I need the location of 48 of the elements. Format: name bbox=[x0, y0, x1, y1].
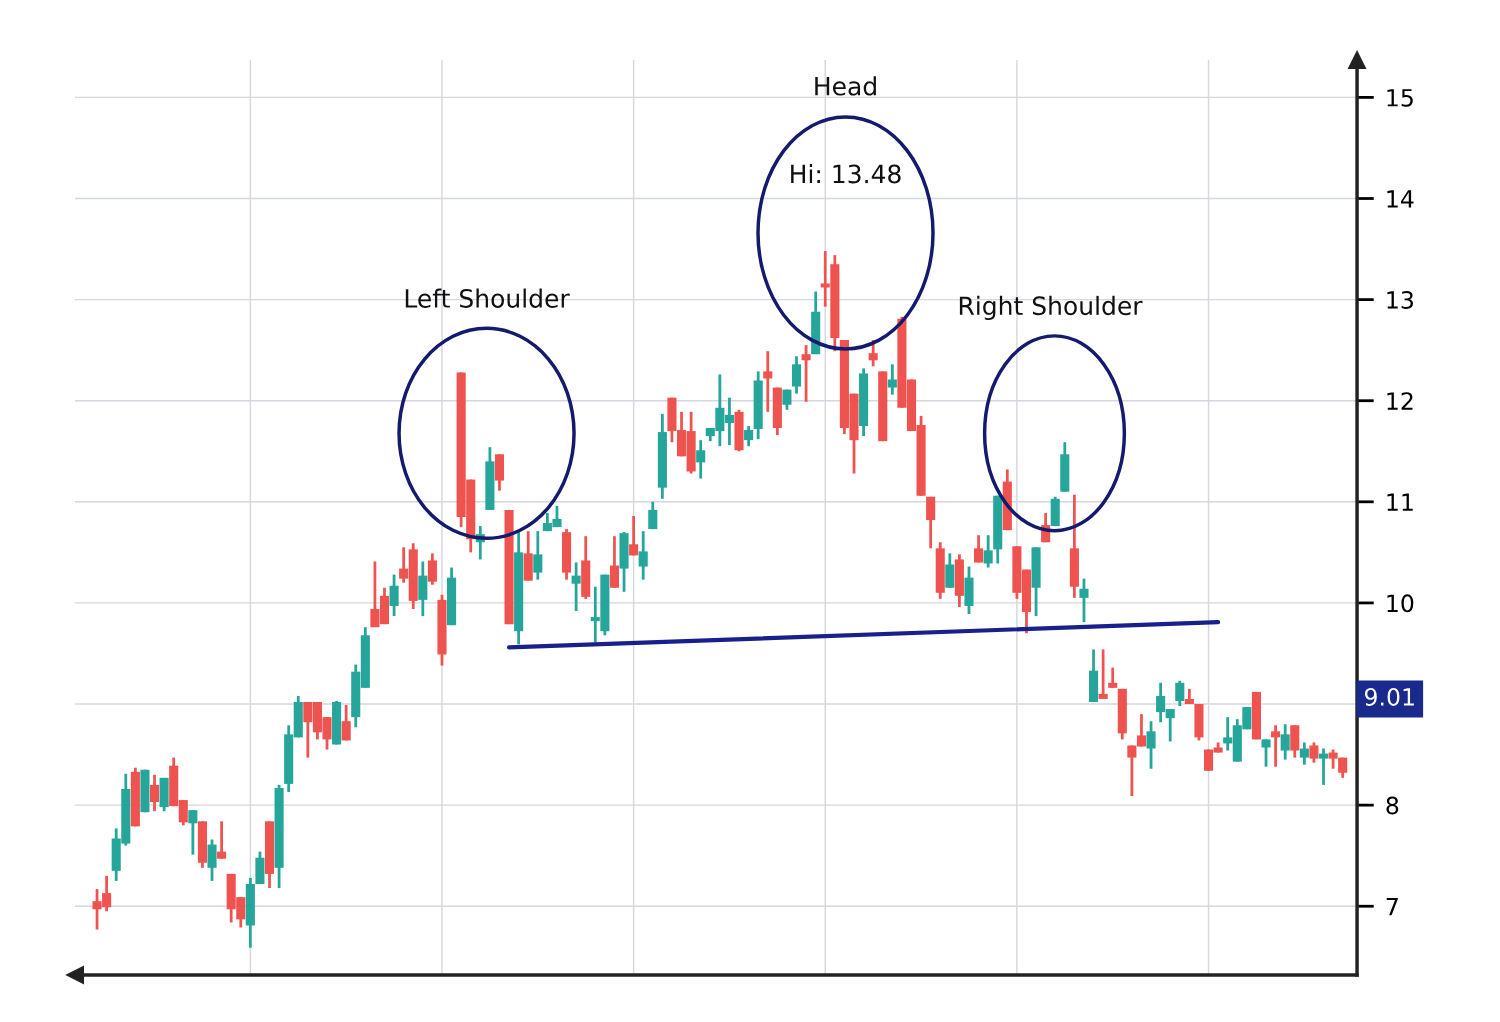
y-tick-label: 8 bbox=[1386, 796, 1399, 815]
candlestick bbox=[149, 773, 160, 813]
candlestick bbox=[1146, 719, 1156, 771]
candlestick bbox=[868, 338, 878, 368]
annotation: Right Shoulder bbox=[959, 295, 1143, 321]
candlestick bbox=[744, 424, 754, 448]
y-tick-label: 14 bbox=[1387, 190, 1414, 208]
candlestick bbox=[696, 438, 706, 480]
candlestick bbox=[791, 354, 802, 396]
candlestick bbox=[983, 533, 993, 569]
candlestick bbox=[1175, 679, 1185, 708]
candlestick bbox=[887, 362, 897, 397]
candlestick bbox=[974, 533, 984, 564]
candlestick bbox=[1079, 577, 1089, 624]
candlestick bbox=[1299, 741, 1309, 767]
candlestick bbox=[1280, 722, 1290, 762]
y-tick-label: 11 bbox=[1387, 493, 1413, 511]
y-tick-label: 10 bbox=[1387, 594, 1414, 613]
y-tick-label: 7 bbox=[1386, 897, 1398, 916]
candlestick bbox=[571, 561, 581, 613]
candlestick bbox=[1098, 648, 1108, 701]
candlestick bbox=[533, 529, 543, 582]
candlestick bbox=[609, 534, 620, 590]
candlestick bbox=[648, 500, 658, 531]
candlestick bbox=[389, 573, 399, 618]
annotation: Left Shoulder bbox=[405, 288, 570, 308]
candlestick bbox=[188, 808, 198, 857]
candlestick bbox=[945, 551, 955, 590]
candlestick bbox=[1309, 741, 1319, 765]
candlestick bbox=[1318, 747, 1329, 787]
annotation: Head bbox=[815, 76, 876, 96]
candlestick bbox=[1271, 723, 1281, 769]
candlestick bbox=[217, 819, 227, 861]
candlestick bbox=[629, 514, 639, 557]
candlestick bbox=[341, 703, 351, 742]
y-tick-label: 15 bbox=[1387, 89, 1413, 107]
candlestick bbox=[1261, 738, 1271, 769]
candlestick bbox=[801, 343, 811, 404]
candlestick bbox=[763, 349, 773, 414]
candlestick bbox=[926, 495, 936, 550]
annotation: Hi: 13.48 bbox=[791, 164, 901, 184]
text: 9.01 bbox=[1364, 688, 1414, 706]
y-tick-label: 13 bbox=[1387, 291, 1413, 309]
candlestick bbox=[207, 838, 217, 883]
y-tick-label: 12 bbox=[1387, 392, 1413, 410]
candlestick bbox=[1108, 666, 1118, 690]
candlestick bbox=[638, 529, 648, 582]
candlestick bbox=[427, 551, 437, 587]
